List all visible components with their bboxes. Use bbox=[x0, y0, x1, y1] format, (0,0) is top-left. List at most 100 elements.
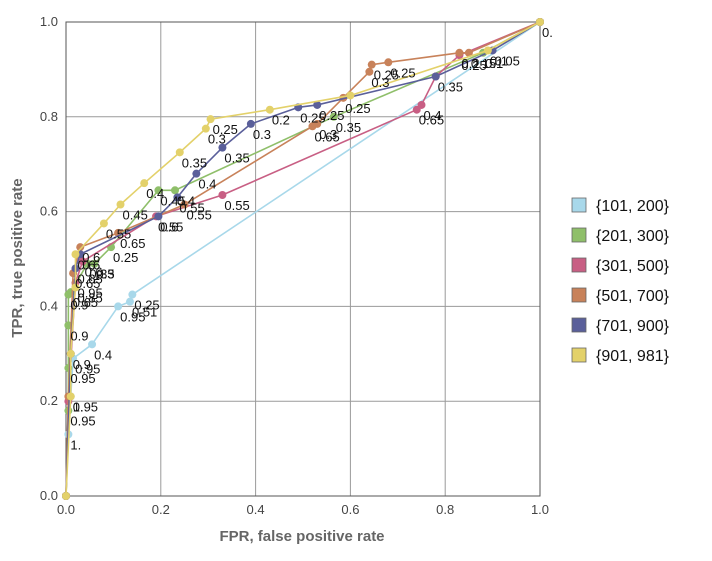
x-tick-label: 1.0 bbox=[531, 502, 549, 517]
point-threshold-label: 0.4 bbox=[146, 186, 164, 201]
data-point bbox=[88, 340, 97, 349]
point-threshold-label: 0.45 bbox=[123, 207, 148, 222]
data-point bbox=[99, 219, 108, 228]
point-threshold-label: 1. bbox=[70, 437, 81, 452]
point-threshold-label: 0.95 bbox=[120, 309, 145, 324]
point-threshold-label: 0.9 bbox=[70, 298, 88, 313]
data-point bbox=[90, 259, 99, 268]
legend-entry: {201, 300} bbox=[596, 228, 670, 245]
point-threshold-label: 0.55 bbox=[158, 219, 183, 234]
data-point bbox=[384, 58, 393, 67]
legend-swatch bbox=[571, 257, 587, 273]
legend-swatch bbox=[571, 197, 587, 213]
plot-frame bbox=[65, 21, 541, 497]
x-tick-labels: 0.0 0.2 0.4 0.6 0.8 1.0 bbox=[57, 502, 549, 517]
y-tick-labels: 0.0 0.2 0.4 0.6 0.8 1.0 bbox=[40, 14, 58, 503]
data-point bbox=[154, 186, 163, 195]
data-point bbox=[218, 143, 227, 152]
point-threshold-label: 0.25 bbox=[300, 110, 325, 125]
data-point bbox=[140, 179, 149, 188]
y-tick-label: 0.0 bbox=[40, 488, 58, 503]
data-point bbox=[367, 60, 376, 69]
point-threshold-label: 0.35 bbox=[336, 120, 361, 135]
point-threshold-label: 1. bbox=[73, 399, 84, 414]
data-point bbox=[483, 46, 492, 55]
legend-swatch bbox=[571, 347, 587, 363]
data-point bbox=[76, 243, 85, 252]
point-threshold-label: 0.05 bbox=[495, 53, 520, 68]
point-threshold-label: 0.25 bbox=[345, 101, 370, 116]
data-point bbox=[180, 200, 189, 209]
point-threshold-label: 0.3 bbox=[319, 127, 337, 142]
point-threshold-label: 0.25 bbox=[213, 122, 238, 137]
legend-entry: {901, 981} bbox=[596, 348, 670, 365]
data-point bbox=[71, 283, 80, 292]
y-tick-label: 1.0 bbox=[40, 14, 58, 29]
data-point bbox=[431, 72, 440, 81]
point-threshold-label: 0.35 bbox=[224, 151, 249, 166]
data-point bbox=[171, 186, 180, 195]
point-threshold-label: 0.6 bbox=[82, 250, 100, 265]
point-threshold-label: 0.6 bbox=[77, 257, 95, 272]
point-threshold-label: 0.1 bbox=[490, 53, 508, 68]
point-threshold-label: 0.3 bbox=[96, 267, 114, 282]
y-tick-label: 0.2 bbox=[40, 393, 58, 408]
point-threshold-label: 0.6 bbox=[160, 219, 178, 234]
point-threshold-label: 0.65 bbox=[73, 295, 98, 310]
point-threshold-label: 0.85 bbox=[77, 290, 102, 305]
x-tick-label: 0.6 bbox=[341, 502, 359, 517]
point-threshold-label: 0.15 bbox=[471, 56, 496, 71]
data-point bbox=[175, 148, 184, 157]
data-point bbox=[313, 100, 322, 109]
data-point bbox=[464, 48, 473, 57]
point-threshold-label: 0.25 bbox=[134, 298, 159, 313]
series-6 bbox=[62, 18, 544, 500]
legend-swatch bbox=[571, 317, 587, 333]
y-tick-label: 0.6 bbox=[40, 204, 58, 219]
point-threshold-label: 0.65 bbox=[314, 129, 339, 144]
data-point bbox=[365, 67, 374, 76]
legend: {101, 200} {201, 300} {301, 500} {501, 700}… bbox=[571, 197, 670, 365]
data-point bbox=[329, 112, 338, 121]
data-point bbox=[116, 200, 125, 209]
point-threshold-label: 0.25 bbox=[374, 68, 399, 83]
point-threshold-label: 0.9 bbox=[70, 328, 88, 343]
data-point bbox=[78, 257, 87, 266]
legend-entry: {301, 500} bbox=[596, 258, 670, 275]
data-point bbox=[71, 250, 80, 259]
plot-border bbox=[65, 21, 541, 497]
data-point bbox=[125, 297, 134, 306]
x-axis-title: FPR, false positive rate bbox=[219, 528, 384, 545]
data-point bbox=[128, 290, 137, 299]
x-tick-label: 0.4 bbox=[247, 502, 265, 517]
point-threshold-label: 0.55 bbox=[187, 207, 212, 222]
x-tick-label: 0.8 bbox=[436, 502, 454, 517]
point-threshold-label: 0.9 bbox=[73, 357, 91, 372]
data-point bbox=[62, 492, 70, 500]
point-threshold-label: 0. bbox=[542, 25, 553, 40]
x-tick-label: 0.0 bbox=[57, 502, 75, 517]
data-point bbox=[206, 115, 215, 124]
data-point bbox=[265, 105, 274, 114]
point-threshold-label: 0.4 bbox=[94, 347, 112, 362]
point-threshold-label: 0.2 bbox=[272, 113, 290, 128]
point-threshold-label: 0.55 bbox=[179, 200, 204, 215]
data-point bbox=[246, 119, 255, 128]
point-threshold-label: 0.35 bbox=[438, 80, 463, 95]
point-threshold-label: 0.6 bbox=[85, 264, 103, 279]
point-threshold-label: 0.2 bbox=[461, 56, 479, 71]
data-point bbox=[417, 100, 426, 109]
point-threshold-label: 0.45 bbox=[160, 193, 185, 208]
point-threshold-label: 0.65 bbox=[419, 113, 444, 128]
point-threshold-label: 0.65 bbox=[77, 271, 102, 286]
data-point bbox=[66, 392, 75, 401]
data-point bbox=[536, 18, 544, 26]
point-threshold-label: 0.25 bbox=[319, 108, 344, 123]
point-threshold-label: 0.55 bbox=[106, 226, 131, 241]
data-point bbox=[455, 48, 464, 57]
x-tick-label: 0.2 bbox=[152, 502, 170, 517]
point-threshold-label: 0.95 bbox=[70, 414, 95, 429]
data-point bbox=[201, 124, 210, 133]
legend-swatch bbox=[571, 287, 587, 303]
point-threshold-label: 0.65 bbox=[120, 236, 145, 251]
